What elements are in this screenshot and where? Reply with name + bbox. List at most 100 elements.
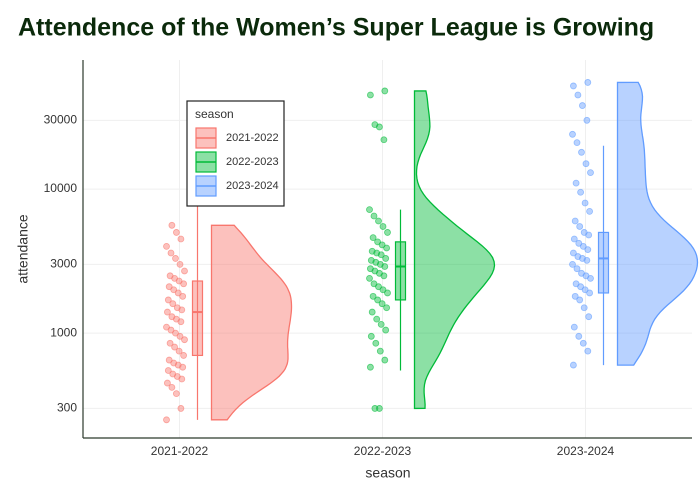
point — [163, 323, 170, 331]
point — [169, 300, 177, 308]
point — [570, 323, 578, 331]
point — [166, 272, 174, 280]
point — [370, 212, 378, 220]
point — [379, 223, 387, 230]
point — [380, 136, 388, 144]
point — [587, 169, 594, 177]
point — [165, 283, 173, 291]
point — [383, 304, 391, 312]
point — [368, 247, 376, 255]
x-tick-label: 2022-2023 — [354, 444, 412, 458]
point — [163, 242, 170, 250]
point — [376, 347, 384, 355]
box-body — [394, 241, 407, 301]
x-axis-title: season — [365, 465, 410, 481]
point — [582, 160, 590, 168]
point — [569, 130, 576, 138]
point — [171, 343, 179, 351]
point — [572, 179, 580, 187]
point — [571, 292, 579, 300]
point — [366, 91, 374, 99]
point — [580, 304, 588, 312]
point — [177, 235, 185, 243]
point — [367, 256, 375, 264]
legend-box — [186, 100, 285, 207]
point — [173, 304, 181, 312]
point — [586, 289, 593, 297]
y-axis-title: attendance — [15, 214, 31, 283]
point — [572, 280, 580, 288]
point — [172, 229, 180, 236]
point — [577, 188, 584, 196]
point — [168, 313, 176, 321]
point — [180, 352, 188, 359]
point — [576, 296, 584, 304]
point — [372, 339, 380, 347]
point — [384, 229, 391, 236]
point — [368, 308, 376, 316]
y-tick-label: 30000 — [44, 113, 78, 127]
point — [573, 265, 581, 273]
point — [586, 207, 593, 215]
y-tick-label: 10000 — [44, 181, 78, 195]
point — [366, 274, 373, 282]
point — [584, 79, 592, 86]
point — [371, 121, 379, 129]
y-tick-label: 1000 — [50, 325, 77, 339]
point — [373, 315, 381, 323]
violin — [210, 224, 293, 421]
point — [381, 356, 389, 364]
point — [166, 339, 174, 347]
point — [163, 308, 171, 316]
point — [371, 405, 379, 412]
legend-label: 2023-2024 — [226, 180, 279, 192]
point — [578, 269, 585, 277]
point — [377, 320, 385, 328]
point — [172, 255, 179, 262]
point — [181, 336, 188, 344]
point — [580, 229, 588, 236]
point — [584, 347, 592, 355]
box-body — [191, 280, 204, 357]
point — [369, 234, 377, 242]
point — [176, 260, 184, 268]
violin — [413, 90, 496, 410]
point — [573, 139, 581, 147]
point — [579, 102, 586, 109]
legend-label: 2022-2023 — [226, 156, 279, 168]
point — [163, 379, 171, 387]
point — [384, 289, 391, 297]
point — [374, 238, 382, 246]
point — [584, 246, 592, 253]
point — [574, 91, 582, 99]
point — [172, 390, 180, 398]
point — [381, 87, 389, 95]
y-tick-label: 3000 — [50, 257, 77, 271]
point — [174, 289, 182, 297]
point — [169, 370, 177, 378]
point — [579, 339, 587, 347]
chart-title: Attendence of the Women’s Super League i… — [18, 14, 654, 42]
x-tick-label: 2021-2022 — [151, 444, 209, 458]
legend-label: 2021-2022 — [226, 132, 279, 144]
point — [177, 405, 185, 412]
point — [570, 361, 577, 369]
point — [165, 356, 173, 364]
point — [181, 267, 188, 275]
point — [575, 239, 583, 247]
point — [179, 292, 187, 300]
point — [382, 326, 390, 334]
point — [366, 265, 374, 273]
point — [374, 296, 382, 304]
point — [576, 223, 584, 230]
point — [578, 148, 585, 156]
point — [574, 253, 582, 260]
point — [575, 332, 583, 340]
box-body — [597, 231, 610, 294]
point — [569, 260, 576, 268]
point — [370, 280, 378, 288]
point — [375, 217, 382, 225]
point — [583, 116, 591, 124]
point — [167, 249, 175, 257]
